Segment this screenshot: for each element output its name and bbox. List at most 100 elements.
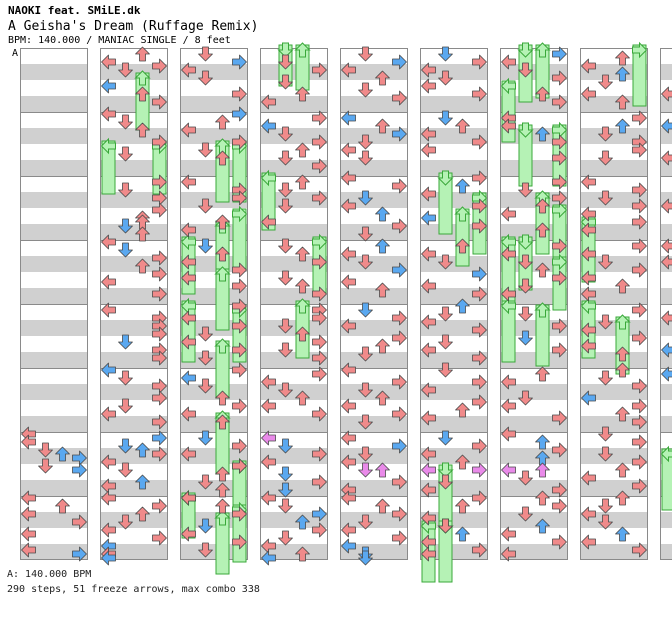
arrow-down: [598, 514, 613, 530]
chart-info: BPM: 140.000 / MANIAC SINGLE / 8 feet: [8, 35, 231, 46]
arrow-down: [358, 46, 373, 62]
arrow-down: [358, 254, 373, 270]
freeze-head: [214, 266, 231, 282]
beat-stripe: [420, 128, 488, 144]
arrow-right: [472, 350, 487, 366]
beat-stripe: [260, 480, 328, 496]
arrow-down: [358, 190, 373, 206]
arrow-down: [278, 498, 293, 514]
arrow-left: [581, 470, 596, 486]
beat-stripe: [20, 480, 88, 496]
arrow-left: [421, 126, 436, 142]
arrow-right: [72, 462, 87, 478]
arrow-left: [501, 526, 516, 542]
arrow-down: [598, 498, 613, 514]
arrow-left: [421, 410, 436, 426]
beat-stripe: [420, 160, 488, 176]
arrow-up: [215, 482, 230, 498]
beat-stripe: [180, 480, 248, 496]
arrow-up: [535, 222, 550, 238]
arrow-right: [312, 254, 327, 270]
arrow-right: [552, 94, 567, 110]
freeze-head: [100, 137, 116, 155]
arrow-down: [438, 254, 453, 270]
beat-stripe: [20, 416, 88, 432]
arrow-right: [392, 262, 407, 278]
arrow-down: [518, 278, 533, 294]
arrow-right: [232, 278, 247, 294]
arrow-down: [198, 518, 213, 534]
arrow-up: [615, 346, 630, 362]
freeze-arrow-down: [437, 170, 454, 235]
arrow-down: [198, 542, 213, 558]
arrow-up: [535, 462, 550, 478]
arrow-up: [615, 526, 630, 542]
column-border: [420, 48, 488, 560]
arrow-left: [661, 310, 672, 326]
arrow-up: [295, 326, 310, 342]
arrow-right: [632, 398, 647, 414]
arrow-left: [101, 234, 116, 250]
arrow-left: [101, 78, 116, 94]
arrow-down: [118, 514, 133, 530]
arrow-left: [181, 490, 196, 506]
beat-stripe: [260, 96, 328, 112]
column-border: [100, 48, 168, 560]
beat-stripe: [660, 160, 672, 176]
arrow-left: [581, 338, 596, 354]
beat-stripe: [180, 384, 248, 400]
beat-stripe: [420, 480, 488, 496]
arrow-down: [598, 254, 613, 270]
arrow-right: [152, 286, 167, 302]
arrow-right: [472, 322, 487, 338]
arrow-right: [552, 134, 567, 150]
beat-stripe: [340, 128, 408, 144]
beat-stripe: [500, 288, 568, 304]
freeze-head: [134, 70, 151, 86]
song-title: A Geisha's Dream (Ruffage Remix): [8, 19, 259, 34]
arrow-down: [358, 226, 373, 242]
beat-stripe: [20, 192, 88, 208]
freeze-head: [454, 206, 471, 222]
arrow-up: [135, 226, 150, 242]
arrow-down: [198, 474, 213, 490]
arrow-down: [598, 190, 613, 206]
arrow-right: [632, 330, 647, 346]
arrow-right: [632, 434, 647, 450]
arrow-up: [55, 446, 70, 462]
beat-stripe: [260, 416, 328, 432]
beat-stripe: [180, 192, 248, 208]
beat-stripe: [100, 192, 168, 208]
arrow-left: [181, 370, 196, 386]
arrow-right: [312, 406, 327, 422]
arrow-left: [21, 542, 36, 558]
arrow-left: [341, 362, 356, 378]
arrow-right: [152, 530, 167, 546]
beat-stripe: [260, 544, 328, 560]
freeze-head: [517, 122, 534, 138]
beat-stripe: [580, 224, 648, 240]
freeze-head: [214, 510, 231, 526]
freeze-arrow-right: [232, 501, 248, 563]
beat-stripe: [20, 384, 88, 400]
freeze-head: [552, 253, 568, 271]
arrow-down: [358, 346, 373, 362]
beat-stripe: [500, 160, 568, 176]
arrow-up: [135, 122, 150, 138]
freeze-arrow-left: [500, 297, 516, 363]
arrow-up: [135, 506, 150, 522]
arrow-down: [118, 334, 133, 350]
arrow-down: [38, 442, 53, 458]
freeze-arrow-up: [294, 42, 311, 91]
arrow-up: [295, 142, 310, 158]
beat-stripe: [20, 320, 88, 336]
arrow-down: [438, 362, 453, 378]
arrow-down: [598, 426, 613, 442]
arrow-left: [261, 398, 276, 414]
beat-stripe: [660, 128, 672, 144]
arrow-up: [215, 466, 230, 482]
arrow-right: [472, 374, 487, 390]
arrow-left: [181, 270, 196, 286]
arrow-up: [455, 498, 470, 514]
arrow-down: [278, 182, 293, 198]
